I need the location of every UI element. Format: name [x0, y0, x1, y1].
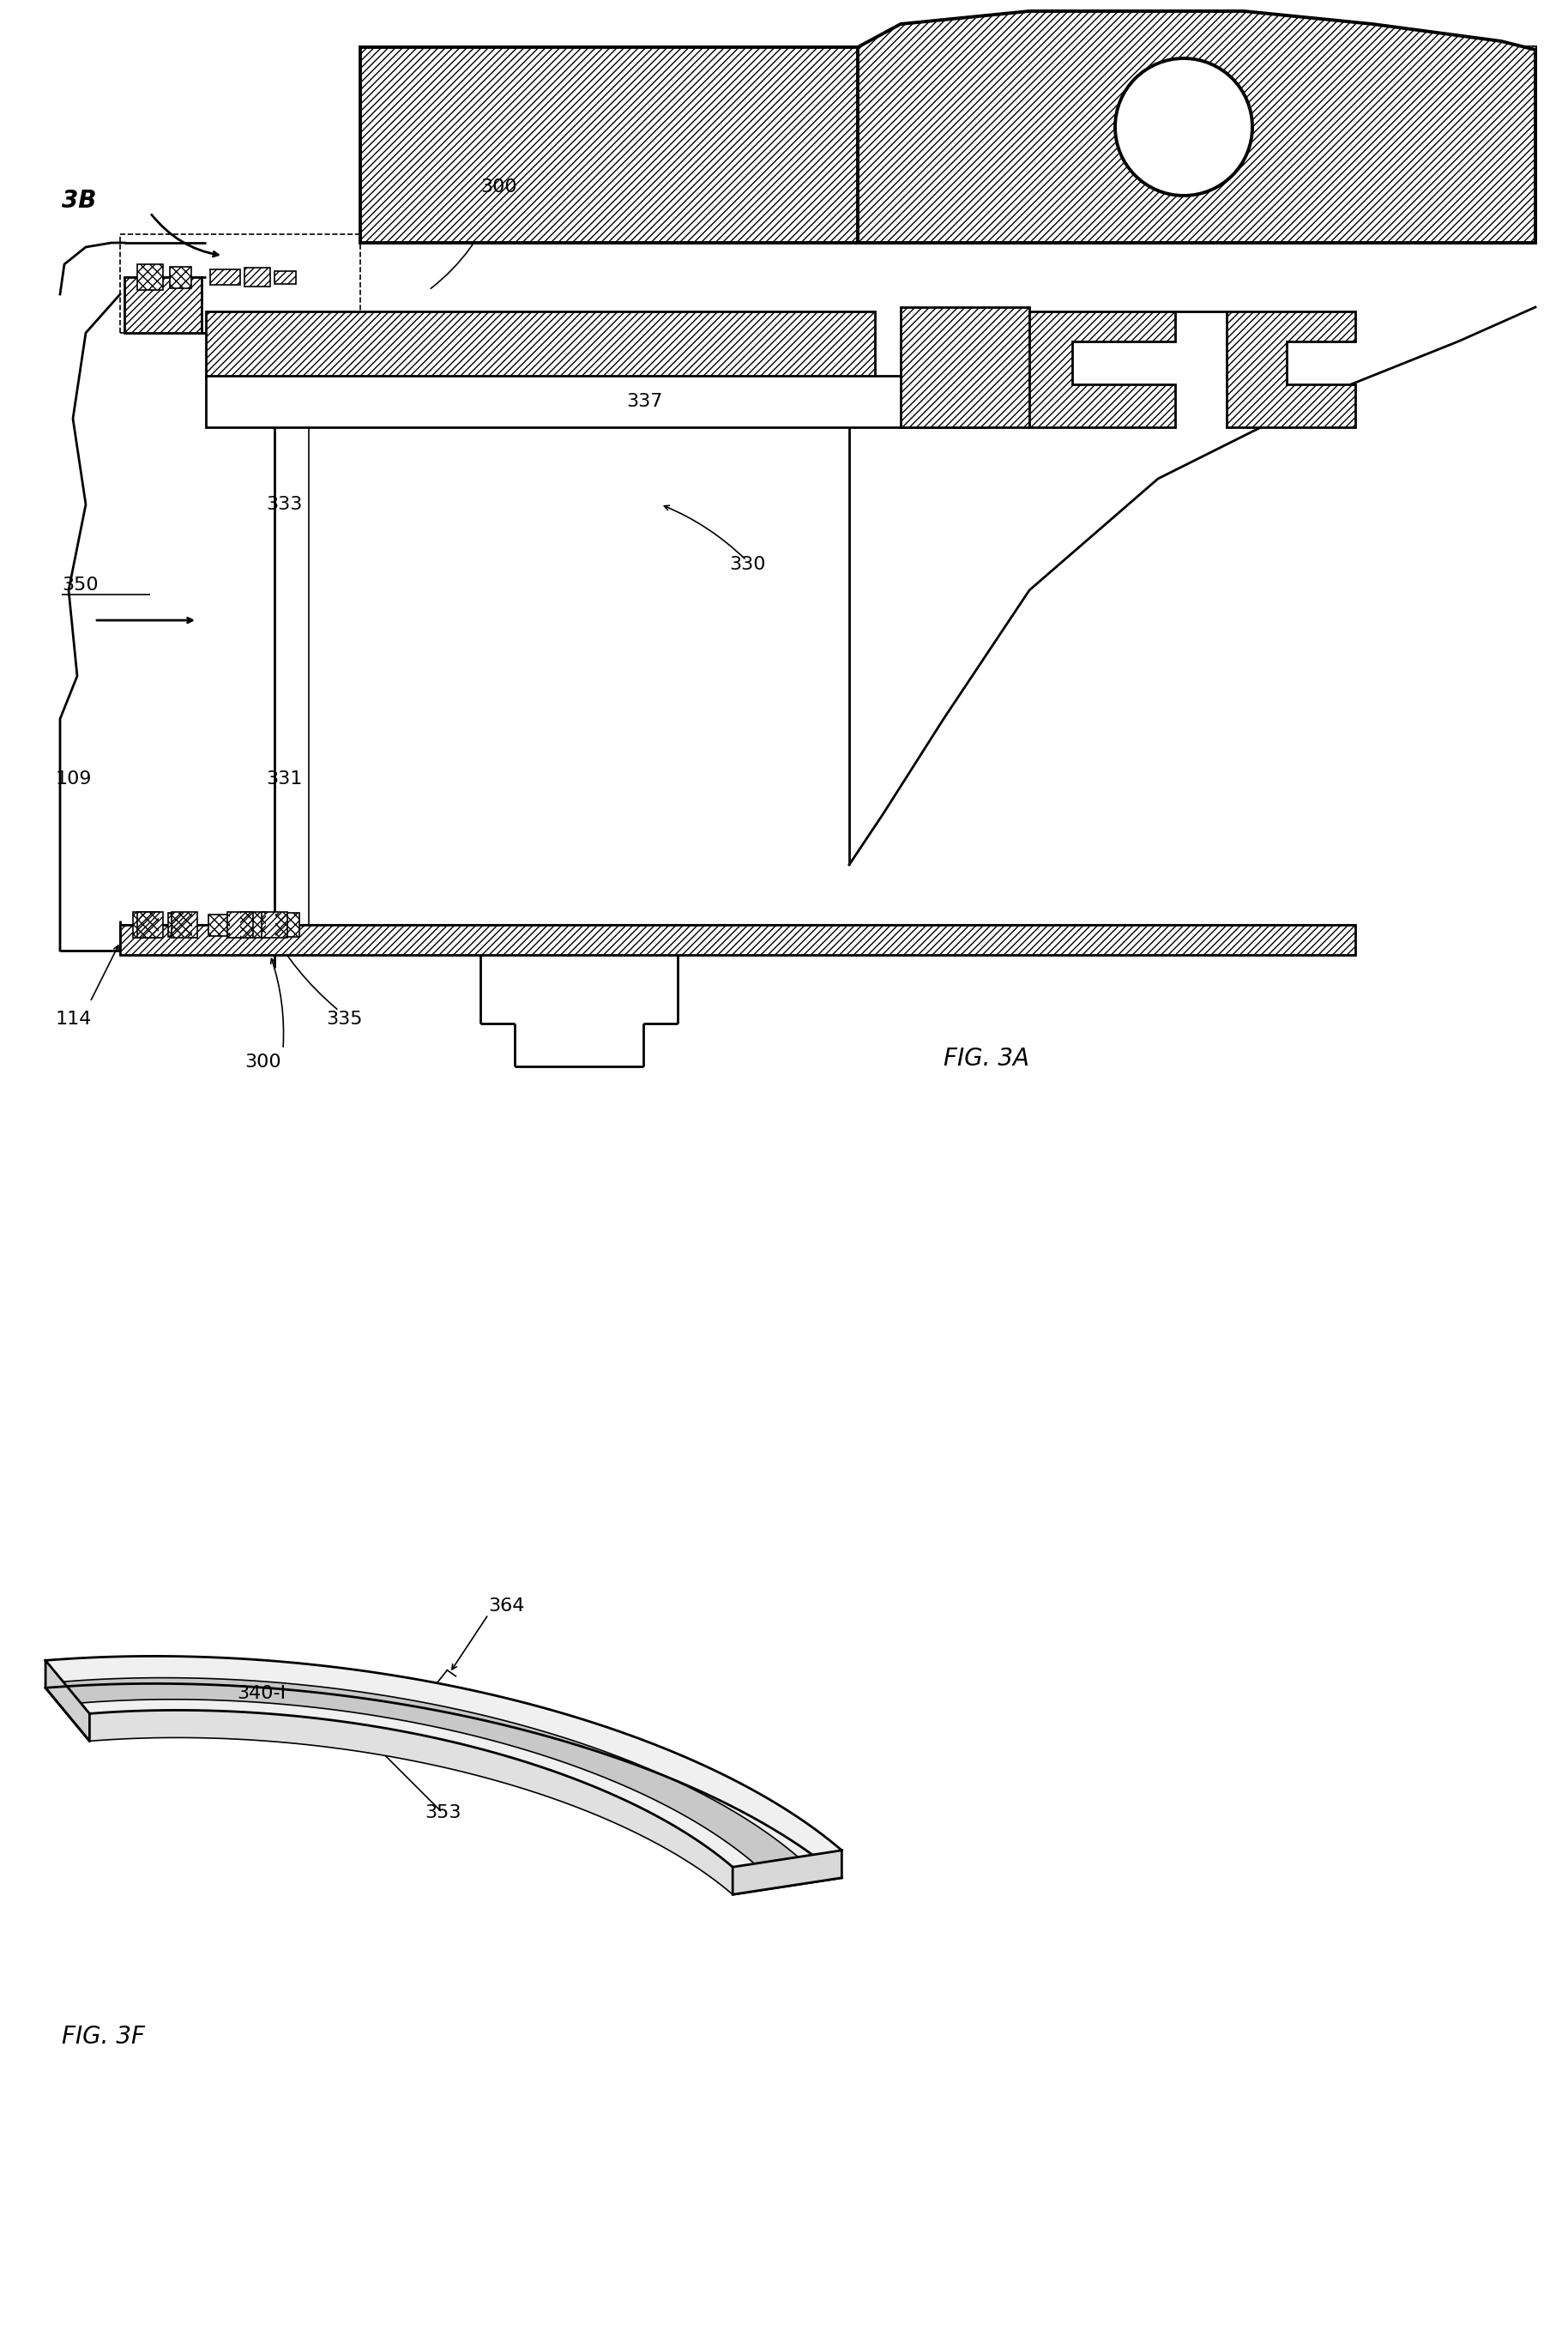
Text: 353: 353	[425, 1804, 461, 1820]
Bar	[124, 277, 202, 334]
Bar	[274, 270, 296, 284]
Bar	[209, 914, 229, 935]
Bar	[209, 914, 229, 935]
Text: 331: 331	[267, 770, 303, 787]
Polygon shape	[45, 1661, 89, 1741]
Bar	[205, 312, 875, 381]
Bar	[138, 263, 163, 289]
Polygon shape	[858, 7, 1535, 242]
Bar	[205, 376, 986, 428]
Bar	[227, 911, 252, 937]
Polygon shape	[858, 12, 1535, 242]
Bar	[240, 911, 267, 937]
Bar	[171, 911, 198, 937]
Polygon shape	[1029, 312, 1174, 428]
Bar	[210, 270, 240, 284]
Text: 3B: 3B	[61, 188, 96, 214]
Bar	[227, 911, 252, 937]
Bar	[133, 911, 158, 937]
Bar	[361, 47, 1535, 242]
Polygon shape	[45, 1656, 842, 1867]
Circle shape	[1115, 59, 1253, 195]
Bar	[169, 265, 191, 289]
Bar	[276, 914, 299, 937]
Text: 337: 337	[626, 392, 663, 411]
Bar	[900, 308, 1029, 428]
Polygon shape	[1226, 312, 1355, 428]
Bar	[245, 268, 270, 287]
Bar	[274, 270, 296, 284]
Text: 340-I: 340-I	[237, 1684, 285, 1703]
Bar	[262, 911, 287, 937]
Bar	[168, 914, 193, 937]
Bar	[361, 47, 1535, 242]
Text: 109: 109	[56, 770, 93, 787]
Text: 333: 333	[267, 496, 303, 512]
Bar	[133, 911, 158, 937]
Bar	[240, 911, 267, 937]
Bar	[138, 911, 163, 937]
Text: FIG. 3A: FIG. 3A	[944, 1048, 1029, 1071]
Bar	[205, 312, 875, 381]
Bar	[900, 308, 1029, 428]
Bar	[168, 914, 193, 937]
Text: 300: 300	[245, 1055, 281, 1071]
Text: 335: 335	[326, 1010, 362, 1029]
Bar	[138, 263, 163, 289]
Polygon shape	[89, 1710, 732, 1896]
Bar	[210, 270, 240, 284]
Bar	[138, 911, 163, 937]
Text: 350: 350	[61, 576, 99, 594]
Bar	[121, 926, 1355, 956]
Bar	[169, 265, 191, 289]
Text: 114: 114	[56, 1010, 93, 1029]
Bar	[262, 911, 287, 937]
Text: FIG. 3F: FIG. 3F	[61, 2025, 144, 2048]
Bar	[276, 914, 299, 937]
Text: 330: 330	[729, 557, 765, 573]
Text: 300: 300	[480, 179, 517, 195]
Bar	[124, 277, 202, 334]
Bar	[245, 268, 270, 287]
Polygon shape	[732, 1851, 842, 1896]
Bar	[121, 926, 1355, 956]
Text: 364: 364	[488, 1597, 525, 1614]
Polygon shape	[63, 1677, 798, 1863]
Bar	[171, 911, 198, 937]
Polygon shape	[45, 1656, 842, 1877]
